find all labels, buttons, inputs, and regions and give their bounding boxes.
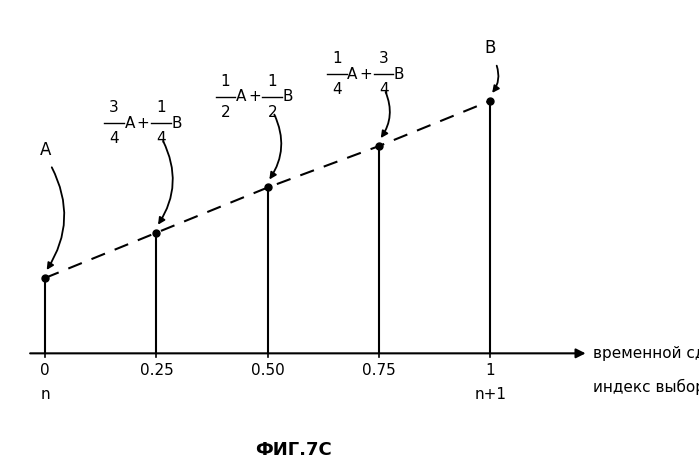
Text: 4: 4: [156, 132, 166, 146]
Text: A: A: [124, 116, 135, 131]
Text: +: +: [359, 67, 372, 82]
Text: 1: 1: [486, 363, 496, 378]
Text: A: A: [39, 141, 51, 159]
Text: 4: 4: [379, 82, 389, 97]
Text: 3: 3: [379, 51, 389, 66]
Text: +: +: [137, 116, 150, 131]
Text: 3: 3: [109, 101, 119, 116]
Text: +: +: [248, 89, 261, 104]
Text: 2: 2: [221, 105, 230, 120]
Text: 2: 2: [268, 105, 277, 120]
Text: 4: 4: [332, 82, 342, 97]
Text: 1: 1: [156, 101, 166, 116]
Text: 4: 4: [109, 132, 119, 146]
Text: 1: 1: [268, 74, 277, 89]
Text: B: B: [394, 67, 405, 82]
Text: 1: 1: [332, 51, 342, 66]
Text: временной сдвиг: временной сдвиг: [593, 346, 699, 361]
Text: B: B: [484, 39, 496, 57]
Text: n+1: n+1: [475, 388, 507, 402]
Text: индекс выборки: индекс выборки: [593, 379, 699, 395]
Text: A: A: [236, 89, 246, 104]
Text: B: B: [171, 116, 182, 131]
Text: A: A: [347, 67, 358, 82]
Text: n: n: [41, 388, 50, 402]
Text: 1: 1: [221, 74, 230, 89]
Text: 0: 0: [41, 363, 50, 378]
Text: B: B: [282, 89, 293, 104]
Text: ФИГ.7C: ФИГ.7C: [255, 441, 332, 459]
Text: 0.75: 0.75: [362, 363, 396, 378]
Text: 0.25: 0.25: [140, 363, 173, 378]
Text: 0.50: 0.50: [251, 363, 284, 378]
